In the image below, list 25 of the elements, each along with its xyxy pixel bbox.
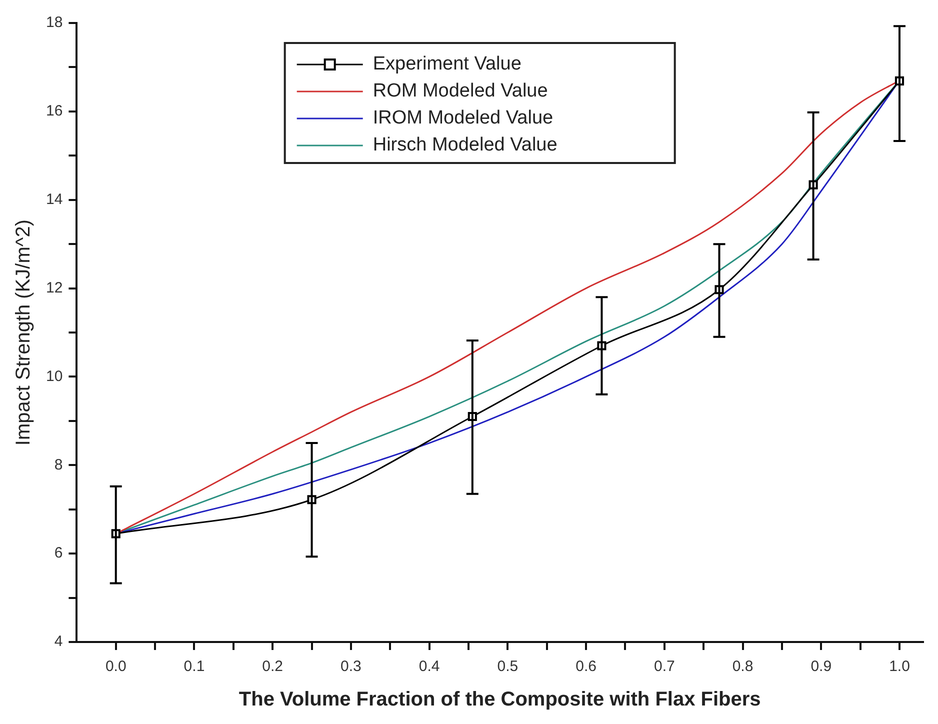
x-tick-label: 0.7	[654, 658, 675, 676]
x-tick-label: 0.9	[810, 658, 832, 676]
y-tick-label: 12	[46, 279, 63, 296]
x-tick-label: 0.2	[262, 658, 284, 676]
y-tick-label: 14	[46, 191, 63, 208]
y-tick-label: 18	[46, 14, 63, 32]
y-tick-label: 16	[46, 102, 63, 120]
x-tick-label: 0.0	[105, 658, 126, 676]
legend-label: Hirsch Modeled Value	[372, 134, 558, 156]
x-axis-title: The Volume Fraction of the Composite with Flax Fibers	[238, 688, 761, 711]
y-tick-label: 10	[46, 368, 63, 385]
x-tick-label: 0.1	[184, 658, 205, 676]
legend-label: IROM Modeled Value	[372, 108, 554, 129]
x-tick-label: 0.8	[732, 658, 754, 676]
legend-label: ROM Modeled Value	[372, 80, 548, 102]
y-tick-label: 8	[54, 456, 63, 474]
x-tick-label: 0.6	[576, 658, 596, 676]
legend-label: Experiment Value	[372, 54, 522, 75]
y-tick-label: 6	[54, 544, 63, 562]
x-tick-label: 0.5	[497, 658, 518, 676]
x-tick-label: 0.4	[418, 658, 440, 676]
y-axis-title: Impact Strength (KJ/m^2)	[12, 219, 35, 446]
x-tick-label: 1.0	[889, 658, 910, 676]
y-tick-label: 4	[54, 633, 63, 650]
x-tick-label: 0.3	[340, 658, 362, 676]
